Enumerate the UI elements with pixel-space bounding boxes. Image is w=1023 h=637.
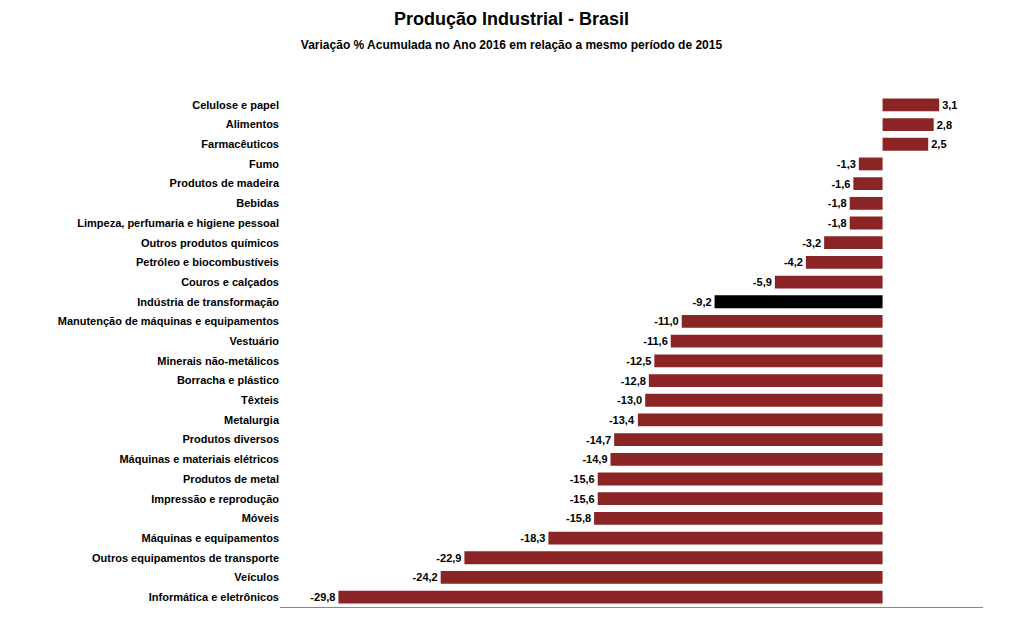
svg-text:Alimentos: Alimentos <box>226 118 279 130</box>
svg-text:-15,6: -15,6 <box>570 473 595 485</box>
svg-text:Móveis: Móveis <box>242 512 279 524</box>
svg-text:Borracha e plástico: Borracha e plástico <box>177 374 279 386</box>
svg-text:Máquinas e materiais elétricos: Máquinas e materiais elétricos <box>119 453 279 465</box>
svg-text:-15,6: -15,6 <box>570 493 595 505</box>
svg-text:Petróleo e biocombustíveis: Petróleo e biocombustíveis <box>136 256 279 268</box>
svg-text:-1,8: -1,8 <box>828 197 847 209</box>
svg-text:Manutenção de máquinas e equip: Manutenção de máquinas e equipamentos <box>58 315 279 327</box>
svg-text:-12,8: -12,8 <box>621 375 646 387</box>
svg-text:-13,4: -13,4 <box>609 414 635 426</box>
svg-text:Vestuário: Vestuário <box>229 335 279 347</box>
svg-text:Máquinas e equipamentos: Máquinas e equipamentos <box>141 532 279 544</box>
svg-text:-18,3: -18,3 <box>520 532 545 544</box>
svg-text:Couros e calçados: Couros e calçados <box>181 276 279 288</box>
svg-text:-12,5: -12,5 <box>626 355 651 367</box>
svg-text:Informática e eletrônicos: Informática e eletrônicos <box>149 591 279 603</box>
svg-text:-11,0: -11,0 <box>654 315 678 327</box>
svg-text:-29,8: -29,8 <box>310 591 335 603</box>
svg-text:-15,8: -15,8 <box>566 512 591 524</box>
svg-text:Indústria de transformação: Indústria de transformação <box>137 296 279 308</box>
svg-text:2,5: 2,5 <box>931 138 946 150</box>
svg-text:-14,7: -14,7 <box>586 434 611 446</box>
svg-text:Produtos diversos: Produtos diversos <box>182 433 279 445</box>
svg-text:Minerais não-metálicos: Minerais não-metálicos <box>157 355 279 367</box>
svg-text:-9,2: -9,2 <box>693 296 712 308</box>
svg-text:Veículos: Veículos <box>234 571 279 583</box>
svg-text:-11,6: -11,6 <box>643 335 667 347</box>
svg-text:Produção Industrial - BrasilVa: Produção Industrial - BrasilVariação % A… <box>301 9 723 51</box>
svg-text:3,1: 3,1 <box>942 99 957 111</box>
svg-text:Produtos de metal: Produtos de metal <box>183 473 279 485</box>
svg-text:Celulose e papel: Celulose e papel <box>192 99 279 111</box>
svg-text:-1,3: -1,3 <box>837 158 856 170</box>
svg-text:-1,8: -1,8 <box>828 217 847 229</box>
svg-text:-24,2: -24,2 <box>413 571 438 583</box>
svg-text:Impressão e reprodução: Impressão e reprodução <box>151 493 279 505</box>
svg-text:-14,9: -14,9 <box>582 453 607 465</box>
svg-text:Farmacêuticos: Farmacêuticos <box>201 138 279 150</box>
svg-text:Bebidas: Bebidas <box>236 197 279 209</box>
svg-text:Têxteis: Têxteis <box>241 394 279 406</box>
svg-text:-5,9: -5,9 <box>753 276 772 288</box>
svg-text:Outros equipamentos de transpo: Outros equipamentos de transporte <box>92 552 279 564</box>
svg-text:-1,6: -1,6 <box>831 178 850 190</box>
svg-text:-13,0: -13,0 <box>617 394 642 406</box>
svg-text:Limpeza, perfumaria e higiene: Limpeza, perfumaria e higiene pessoal <box>77 217 279 229</box>
svg-text:Fumo: Fumo <box>249 158 279 170</box>
svg-text:-4,2: -4,2 <box>784 256 803 268</box>
svg-text:2,8: 2,8 <box>937 119 952 131</box>
svg-text:Metalurgia: Metalurgia <box>224 414 280 426</box>
svg-text:Outros produtos químicos: Outros produtos químicos <box>141 237 279 249</box>
svg-text:-3,2: -3,2 <box>802 237 821 249</box>
svg-text:Produtos de madeira: Produtos de madeira <box>170 177 280 189</box>
svg-text:-22,9: -22,9 <box>436 552 461 564</box>
